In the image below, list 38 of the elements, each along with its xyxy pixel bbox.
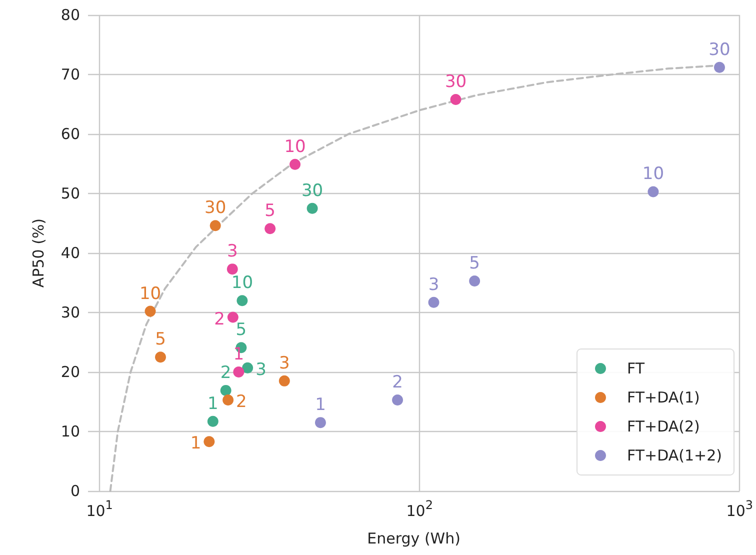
annotation: 30 bbox=[444, 72, 467, 92]
y-tick-label: 50 bbox=[60, 184, 80, 202]
y-axis-title: AP50 (%) bbox=[30, 218, 48, 288]
annotation: 2 bbox=[392, 372, 403, 392]
annotation: 3 bbox=[226, 242, 238, 262]
annotation: 5 bbox=[236, 320, 247, 340]
y-tick-label: 60 bbox=[60, 125, 80, 143]
legend-label: FT bbox=[627, 360, 646, 378]
annotation: 30 bbox=[204, 198, 226, 218]
annotation: 2 bbox=[220, 362, 232, 383]
annotation: 10 bbox=[642, 164, 664, 184]
annotation: 2 bbox=[236, 392, 247, 412]
legend-label: FT+DA(1+2) bbox=[627, 446, 722, 464]
y-tick-label: 30 bbox=[60, 304, 80, 322]
annotation: 1 bbox=[315, 395, 326, 416]
annotation: 3 bbox=[278, 353, 290, 374]
annotation: 30 bbox=[708, 40, 730, 60]
y-tick-label: 20 bbox=[60, 363, 80, 381]
y-tick-label: 80 bbox=[60, 6, 80, 24]
annotation: 1 bbox=[208, 394, 218, 414]
annotation: 10 bbox=[139, 284, 162, 304]
annotation: 1 bbox=[190, 434, 202, 454]
annotation: 5 bbox=[155, 330, 166, 350]
annotation: 5 bbox=[264, 201, 276, 222]
annotation: 3 bbox=[428, 274, 440, 295]
x-axis-title: Energy (Wh) bbox=[367, 530, 460, 548]
annotation: 10 bbox=[284, 136, 306, 157]
y-tick-label: 10 bbox=[60, 422, 80, 440]
annotation: 10 bbox=[231, 273, 254, 294]
legend-label: FT+DA(2) bbox=[627, 418, 700, 436]
annotation: 30 bbox=[301, 180, 324, 201]
y-tick-label: 0 bbox=[70, 482, 80, 500]
legend-label: FT+DA(1) bbox=[627, 388, 700, 406]
annotation: 5 bbox=[469, 253, 480, 274]
annotation: 2 bbox=[214, 309, 225, 330]
y-tick-label: 40 bbox=[60, 244, 80, 262]
annotation: 3 bbox=[256, 360, 266, 380]
y-tick-label: 70 bbox=[60, 66, 80, 84]
